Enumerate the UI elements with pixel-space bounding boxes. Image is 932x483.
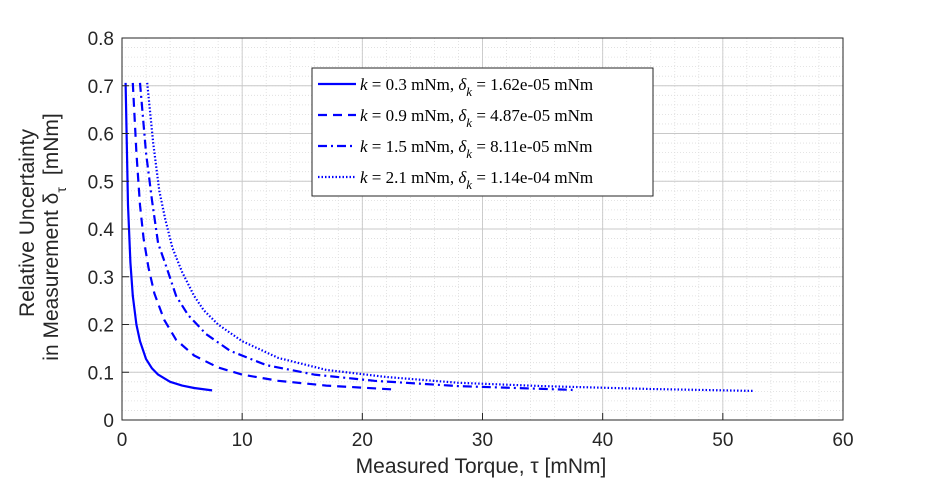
x-tick-label: 0 <box>117 430 128 451</box>
series-line-k-0.9 <box>131 82 393 391</box>
y-tick-label: 0.3 <box>88 268 114 289</box>
y-axis-title-main: in Measurement δ <box>40 193 63 361</box>
y-axis-title-unit: [mNm] <box>40 113 63 175</box>
y-axis-title-line1: Relative Uncertainty <box>16 129 39 317</box>
x-tick-label: 20 <box>352 430 373 451</box>
y-tick-label: 0.5 <box>88 172 114 193</box>
x-tick-label: 30 <box>472 430 493 451</box>
series-layer <box>124 82 753 392</box>
y-tick-label: 0 <box>103 411 114 432</box>
x-tick-label: 10 <box>232 430 253 451</box>
series-line-k-2.1 <box>146 82 753 392</box>
y-tick-label: 0.8 <box>88 29 114 50</box>
axis-ticks <box>121 37 844 421</box>
tick-labels: 0 10 20 30 40 50 60 0 0.1 0.2 0.3 0.4 0.5 0.6 0.7 0.8 <box>88 29 854 451</box>
legend-box <box>311 67 654 197</box>
x-axis-title: Measured Torque, τ [mNm] <box>356 455 607 478</box>
legend-entry-k-0.3: k = 0.3 mNm, δk = 1.62e-05 mNm <box>360 75 593 99</box>
y-tick-label: 0.2 <box>88 316 114 337</box>
x-tick-label: 40 <box>592 430 613 451</box>
y-axis-title-subscript: τ <box>53 187 69 193</box>
x-tick-label: 50 <box>712 430 733 451</box>
y-tick-label: 0.6 <box>88 125 114 146</box>
legend: k = 0.3 mNm, δk = 1.62e-05 mNm k = 0.9 mN… <box>311 67 654 197</box>
series-line-k-1.5 <box>138 82 573 391</box>
x-tick-label: 60 <box>832 430 853 451</box>
y-tick-label: 0.7 <box>88 77 114 98</box>
legend-entry-k-2.1: k = 2.1 mNm, δk = 1.14e-04 mNm <box>360 168 593 192</box>
y-axis-title: Relative Uncertainty in Measurement δτ [m… <box>16 113 69 360</box>
series-line-k-0.3 <box>124 82 213 392</box>
y-tick-label: 0.1 <box>88 363 114 384</box>
legend-entry-k-0.9: k = 0.9 mNm, δk = 4.87e-05 mNm <box>360 106 593 130</box>
legend-entry-k-1.5: k = 1.5 mNm, δk = 8.11e-05 mNm <box>360 137 592 161</box>
y-axis-title-line2: in Measurement δτ [mNm] <box>40 113 69 360</box>
y-tick-label: 0.4 <box>88 220 115 241</box>
